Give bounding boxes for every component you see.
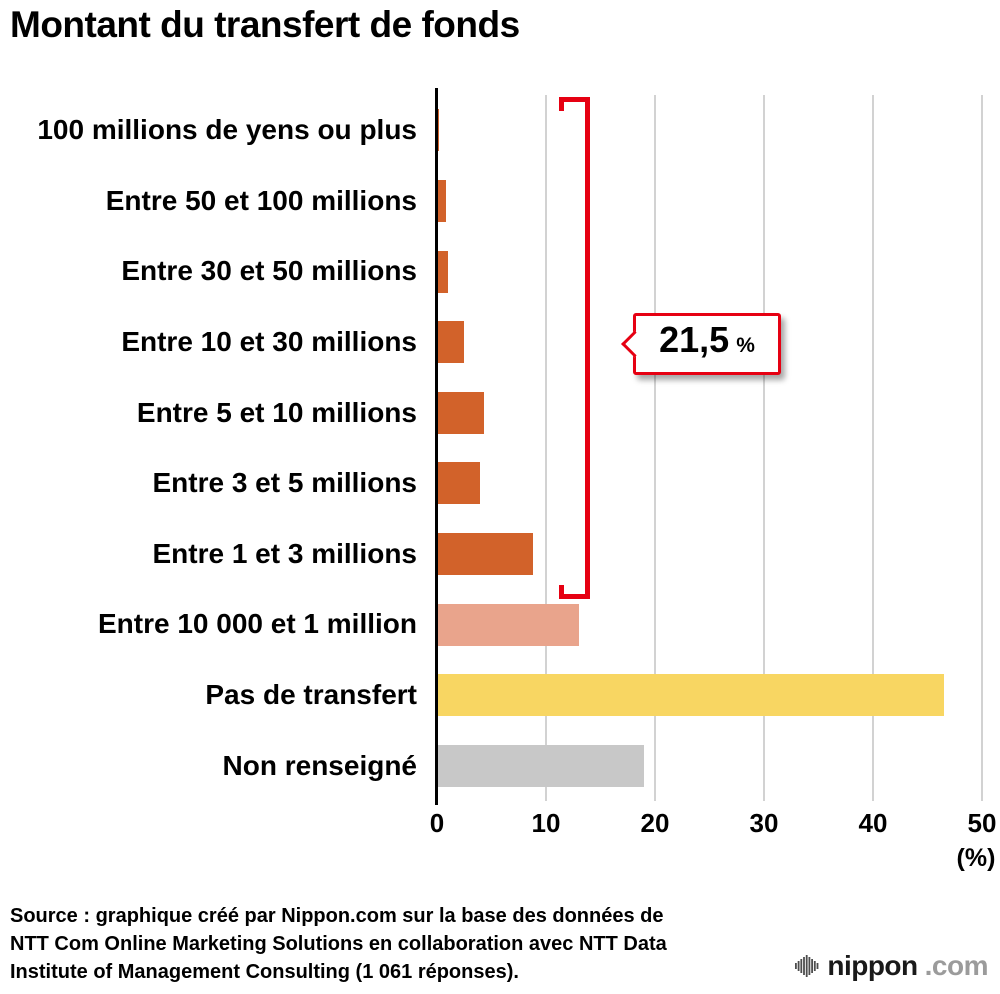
bar	[437, 744, 645, 787]
group-bracket	[559, 97, 590, 599]
category-label: Entre 1 et 3 millions	[152, 537, 417, 569]
x-tick-label: 50	[967, 808, 997, 838]
category-label: Pas de transfert	[205, 679, 417, 711]
source-note: Source : graphique créé par Nippon.com s…	[10, 902, 667, 986]
plot-area: 21,5 %	[435, 88, 983, 805]
chart-title: Montant du transfert de fonds	[10, 4, 520, 45]
nippon-logo-icon	[795, 955, 819, 977]
x-axis-unit-label: (%)	[956, 844, 996, 872]
category-label: Entre 50 et 100 millions	[105, 184, 417, 216]
bar	[437, 532, 533, 575]
bar	[437, 462, 480, 505]
annotation-unit: %	[736, 334, 755, 357]
gridline	[763, 95, 765, 801]
bracket-bottom-cap	[559, 585, 564, 594]
category-label: Entre 10 et 30 millions	[121, 326, 417, 358]
nippon-logo: nippon .com	[794, 950, 989, 982]
bar	[437, 391, 484, 434]
source-line: NTT Com Online Marketing Solutions en co…	[10, 933, 667, 955]
callout-pointer	[621, 330, 648, 358]
gridline	[654, 95, 656, 801]
x-tick-label: 40	[858, 808, 888, 838]
logo-suffix: .com	[924, 950, 989, 981]
category-label: Entre 10 000 et 1 million	[97, 608, 417, 640]
x-tick-label: 0	[429, 808, 445, 838]
x-tick-label: 20	[640, 808, 670, 838]
y-axis-line	[435, 88, 438, 805]
x-tick-label: 30	[749, 808, 779, 838]
bar	[437, 179, 446, 222]
gridline	[981, 95, 983, 801]
logo-name: nippon	[827, 950, 918, 981]
x-tick-label: 10	[531, 808, 561, 838]
bar	[437, 109, 440, 152]
source-line: Source : graphique créé par Nippon.com s…	[10, 905, 664, 927]
bracket-top-cap	[559, 102, 564, 111]
source-line: Institute of Management Consulting (1 06…	[10, 961, 519, 983]
bar	[437, 321, 465, 364]
category-label: Entre 3 et 5 millions	[152, 467, 417, 499]
category-label: Entre 5 et 10 millions	[136, 396, 417, 428]
annotation-callout: 21,5 %	[621, 313, 781, 375]
annotation-value: 21,5	[659, 319, 730, 360]
category-label: Non renseigné	[222, 749, 417, 781]
bar	[437, 250, 448, 293]
bar	[437, 674, 944, 717]
gridline	[545, 95, 547, 801]
category-label: 100 millions de yens ou plus	[37, 114, 417, 146]
labels-column: 100 millions de yens ou plus Entre 50 et …	[0, 95, 427, 801]
bar	[437, 603, 579, 646]
gridline	[872, 95, 874, 801]
category-label: Entre 30 et 50 millions	[121, 255, 417, 287]
